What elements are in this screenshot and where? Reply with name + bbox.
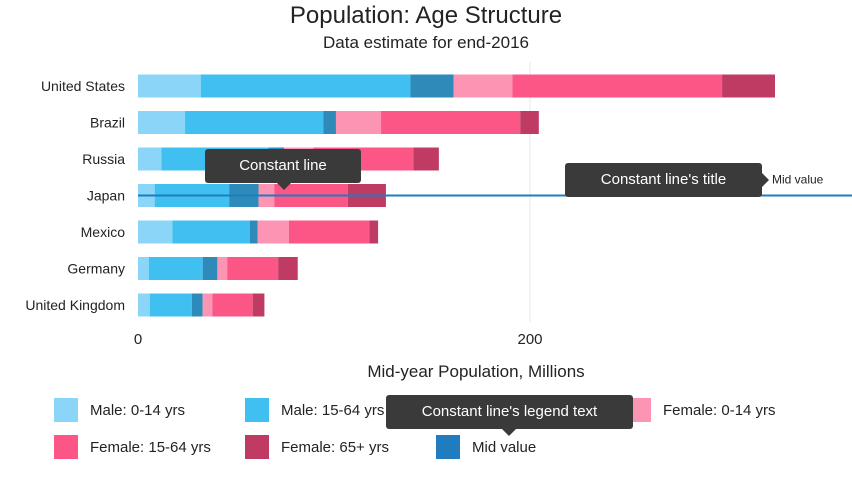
tooltip-constant-line-title-arrow [762, 173, 769, 187]
category-labels: United States Brazil Russia Japan Mexico Germ… [25, 78, 125, 313]
bar-brazil-female-65-yrs[interactable] [520, 111, 539, 134]
legend-swatch [245, 435, 269, 459]
bar-united-kingdom-female-65-yrs[interactable] [252, 293, 265, 317]
x-tick-labels: 0 200 [134, 331, 543, 348]
legend-label: Male: 0-14 yrs [90, 401, 186, 419]
bar-united-kingdom-female-15-64-yrs[interactable] [212, 293, 253, 317]
bar-united-states-male-15-64-yrs[interactable] [200, 74, 411, 98]
bar-united-states-female-15-64-yrs[interactable] [512, 74, 723, 98]
bar-germany-male-0-14-yrs[interactable] [138, 257, 149, 280]
category-label-united-states: United States [41, 78, 125, 94]
legend-swatch [245, 398, 269, 422]
tooltip-constant-line-title: Constant line's title [565, 163, 769, 197]
legend-label: Female: 15-64 yrs [90, 438, 211, 456]
bar-brazil-male-15-64-yrs[interactable] [185, 111, 324, 134]
category-label-japan: Japan [87, 188, 125, 204]
bar-united-states-male-0-14-yrs[interactable] [138, 74, 201, 98]
legend-item-female-0-14-yrs[interactable]: Female: 0-14 yrs [627, 398, 818, 422]
x-tick-label: 0 [134, 331, 142, 348]
bar-mexico-male-15-64-yrs[interactable] [172, 220, 250, 244]
category-label-germany: Germany [67, 261, 125, 277]
bar-brazil-male-65-yrs[interactable] [323, 111, 336, 134]
bar-united-kingdom-male-65-yrs[interactable] [191, 293, 203, 317]
tooltip-constant-line-legend-text-label: Constant line's legend text [421, 403, 598, 420]
bar-united-kingdom-male-15-64-yrs[interactable] [149, 293, 192, 317]
category-label-united-kingdom: United Kingdom [25, 297, 125, 313]
tooltip-constant-line-legend-text-arrow [502, 429, 516, 436]
tooltip-constant-line-legend-text: Constant line's legend text [386, 395, 633, 436]
x-axis-title: Mid-year Population, Millions [367, 362, 584, 381]
legend-item-female-15-64-yrs[interactable]: Female: 15-64 yrs [54, 435, 245, 459]
legend-label: Mid value [472, 438, 537, 456]
chart-plot-area: Mid value United States Brazil Russia Japan… [25, 62, 852, 381]
legend-label: Male: 15-64 yrs [281, 401, 385, 419]
bar-united-kingdom-male-0-14-yrs[interactable] [138, 293, 150, 317]
legend-item-female-65-yrs[interactable]: Female: 65+ yrs [245, 435, 436, 459]
bar-germany-female-0-14-yrs[interactable] [217, 257, 228, 280]
tooltip-constant-line: Constant line [205, 149, 361, 190]
category-label-mexico: Mexico [81, 224, 126, 240]
bar-brazil-male-0-14-yrs[interactable] [138, 111, 186, 134]
bar-russia-male-0-14-yrs[interactable] [138, 147, 162, 171]
bar-united-kingdom-female-0-14-yrs[interactable] [202, 293, 213, 317]
bar-germany-female-65-yrs[interactable] [278, 257, 298, 280]
bar-brazil-female-0-14-yrs[interactable] [335, 111, 382, 134]
bar-germany-male-65-yrs[interactable] [202, 257, 218, 280]
constant-line-label: Mid value [772, 173, 824, 187]
tooltip-constant-line-text: Constant line [239, 157, 327, 174]
legend-label: Female: 65+ yrs [281, 438, 389, 456]
legend-item-male-15-64-yrs[interactable]: Male: 15-64 yrs [245, 398, 436, 422]
legend-swatch [54, 398, 78, 422]
category-label-brazil: Brazil [90, 115, 125, 131]
bar-russia-female-65-yrs[interactable] [413, 147, 439, 171]
legend-swatch [54, 435, 78, 459]
bar-mexico-female-15-64-yrs[interactable] [288, 220, 370, 244]
bar-brazil-female-15-64-yrs[interactable] [381, 111, 521, 134]
bar-germany-female-15-64-yrs[interactable] [227, 257, 279, 280]
bar-mexico-female-65-yrs[interactable] [369, 220, 379, 244]
x-tick-label: 200 [517, 331, 542, 348]
category-label-russia: Russia [82, 151, 125, 167]
legend-swatch [436, 435, 460, 459]
bar-united-states-female-0-14-yrs[interactable] [453, 74, 513, 98]
bar-united-states-male-65-yrs[interactable] [410, 74, 454, 98]
chart-title: Population: Age Structure [289, 2, 563, 29]
bar-mexico-male-0-14-yrs[interactable] [138, 220, 173, 244]
legend-label: Female: 0-14 yrs [663, 401, 776, 419]
bar-united-states-female-65-yrs[interactable] [722, 74, 775, 98]
tooltip-constant-line-title-text: Constant line's title [600, 171, 727, 188]
bar-germany-male-15-64-yrs[interactable] [148, 257, 203, 280]
legend-item-mid-value[interactable]: Mid value [436, 435, 627, 459]
tooltip-constant-line-arrow [277, 183, 291, 190]
bar-mexico-female-0-14-yrs[interactable] [257, 220, 289, 244]
chart-subtitle: Data estimate for end-2016 [322, 33, 529, 52]
legend-item-male-0-14-yrs[interactable]: Male: 0-14 yrs [54, 398, 245, 422]
bar-mexico-male-65-yrs[interactable] [249, 220, 258, 244]
